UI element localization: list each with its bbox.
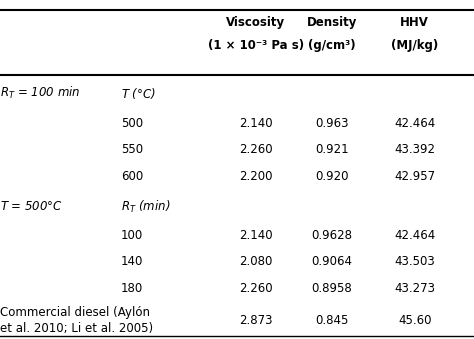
Text: Commercial diesel (Aylón
et al. 2010; Li et al. 2005): Commercial diesel (Aylón et al. 2010; Li… <box>0 305 153 335</box>
Text: Viscosity: Viscosity <box>227 16 285 28</box>
Text: Density: Density <box>307 16 357 28</box>
Text: 0.963: 0.963 <box>315 117 348 130</box>
Text: 2.873: 2.873 <box>239 314 273 327</box>
Text: 2.140: 2.140 <box>239 117 273 130</box>
Text: $R_\mathit{T}$ = 100 min: $R_\mathit{T}$ = 100 min <box>0 85 81 101</box>
Text: 2.200: 2.200 <box>239 170 273 183</box>
Text: 0.9064: 0.9064 <box>311 255 352 268</box>
Text: 180: 180 <box>121 282 143 295</box>
Text: 2.260: 2.260 <box>239 282 273 295</box>
Text: 42.957: 42.957 <box>394 170 435 183</box>
Text: 42.464: 42.464 <box>394 229 436 242</box>
Text: 2.140: 2.140 <box>239 229 273 242</box>
Text: $T$ (°C): $T$ (°C) <box>121 86 156 101</box>
Text: 600: 600 <box>121 170 143 183</box>
Text: 0.8958: 0.8958 <box>311 282 352 295</box>
Text: 2.080: 2.080 <box>239 255 273 268</box>
Text: 140: 140 <box>121 255 143 268</box>
Text: 0.920: 0.920 <box>315 170 348 183</box>
Text: 45.60: 45.60 <box>398 314 431 327</box>
Text: 0.9628: 0.9628 <box>311 229 352 242</box>
Text: 43.273: 43.273 <box>394 282 435 295</box>
Text: (g/cm³): (g/cm³) <box>308 39 356 52</box>
Text: $R_\mathit{T}$ (min): $R_\mathit{T}$ (min) <box>121 199 170 215</box>
Text: 550: 550 <box>121 143 143 156</box>
Text: (1 × 10⁻³ Pa s): (1 × 10⁻³ Pa s) <box>208 39 304 52</box>
Text: 500: 500 <box>121 117 143 130</box>
Text: 2.260: 2.260 <box>239 143 273 156</box>
Text: $T$ = 500°C: $T$ = 500°C <box>0 200 63 213</box>
Text: 43.392: 43.392 <box>394 143 435 156</box>
Text: 0.845: 0.845 <box>315 314 348 327</box>
Text: HHV: HHV <box>401 16 429 28</box>
Text: 100: 100 <box>121 229 143 242</box>
Text: 0.921: 0.921 <box>315 143 348 156</box>
Text: 43.503: 43.503 <box>394 255 435 268</box>
Text: (MJ/kg): (MJ/kg) <box>391 39 438 52</box>
Text: 42.464: 42.464 <box>394 117 436 130</box>
